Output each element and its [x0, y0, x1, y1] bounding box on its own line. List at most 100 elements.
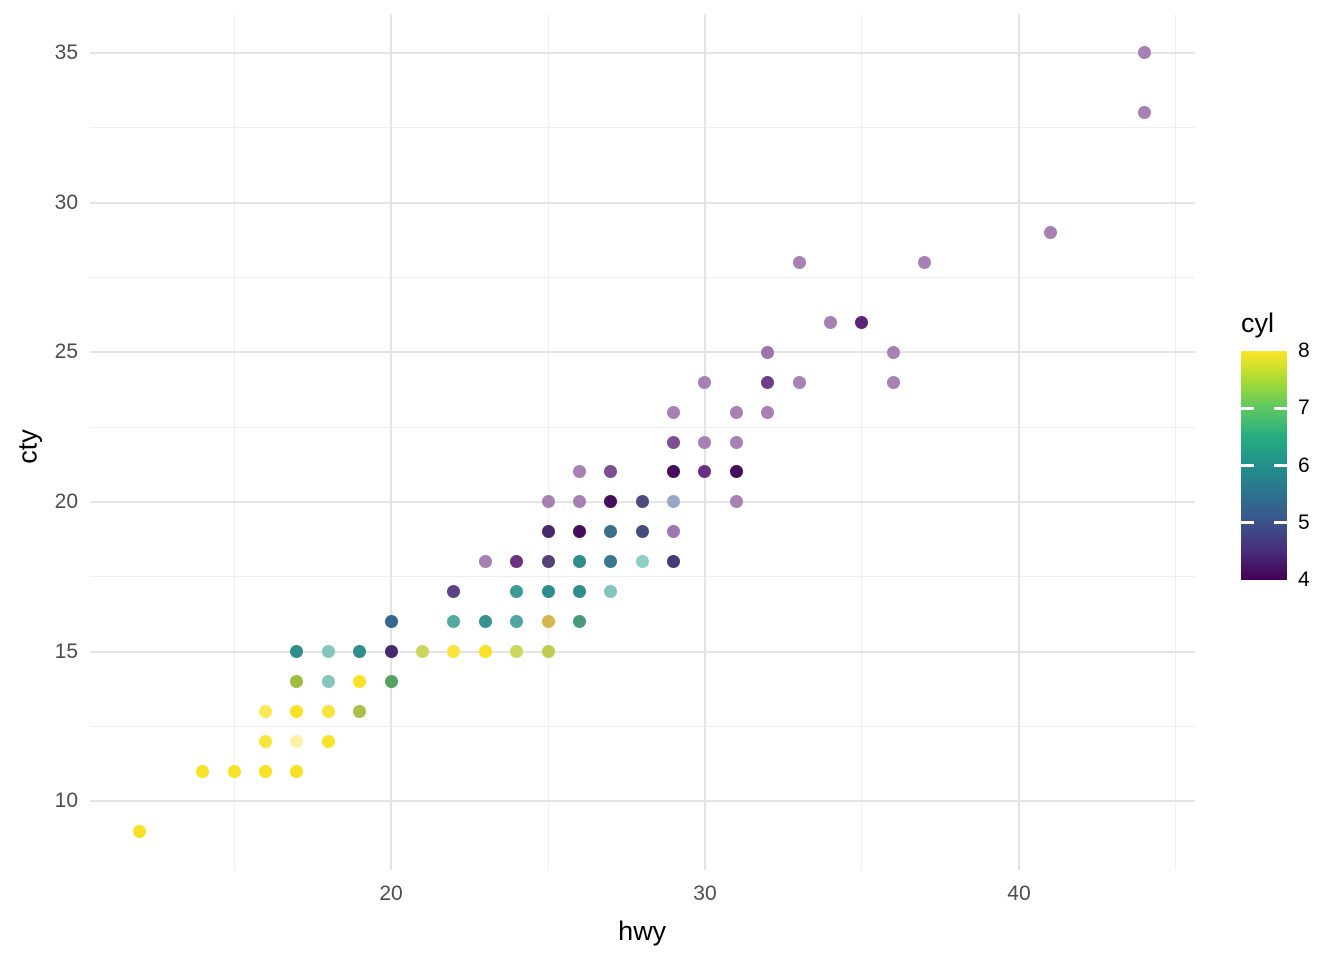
data-point: [258, 734, 272, 748]
data-point: [572, 555, 586, 569]
data-point: [541, 585, 555, 599]
data-point: [667, 555, 681, 569]
data-point: [572, 585, 586, 599]
y-axis-title: cty: [12, 429, 43, 464]
data-point: [886, 345, 900, 359]
data-point: [541, 555, 555, 569]
legend-tick-mark: [1241, 406, 1254, 410]
legend-value-label: 7: [1298, 396, 1310, 420]
y-major-gridline: [89, 650, 1195, 653]
data-point: [541, 495, 555, 509]
x-minor-gridline: [547, 14, 549, 870]
data-point: [384, 674, 398, 688]
data-point: [604, 585, 618, 599]
data-point: [447, 615, 461, 629]
data-point: [447, 585, 461, 599]
x-minor-gridline: [861, 14, 863, 870]
x-axis-title: hwy: [618, 916, 667, 946]
data-point: [510, 585, 524, 599]
data-point: [918, 255, 932, 269]
data-point: [321, 734, 335, 748]
x-axis-tick-label: 30: [693, 882, 717, 905]
data-point: [729, 405, 743, 419]
data-point: [227, 764, 241, 778]
legend-tick-mark: [1274, 464, 1287, 467]
data-point: [698, 375, 712, 389]
data-point: [290, 734, 304, 748]
data-point: [667, 525, 681, 539]
data-point: [510, 645, 524, 658]
legend-colorbar: [1241, 351, 1287, 580]
data-point: [384, 645, 398, 658]
data-point: [478, 615, 492, 629]
y-axis-tick-label: 10: [54, 789, 78, 813]
data-point: [290, 764, 304, 778]
data-point: [604, 525, 618, 539]
legend-tick-mark: [1241, 464, 1254, 467]
x-minor-gridline: [233, 14, 235, 870]
data-point: [447, 645, 461, 658]
data-point: [792, 375, 806, 389]
data-point: [478, 645, 492, 658]
legend-title: cyl: [1241, 308, 1274, 338]
y-axis-tick-label: 35: [54, 40, 78, 64]
x-axis-tick-label: 20: [379, 882, 403, 905]
data-point: [698, 465, 712, 479]
data-point: [572, 495, 586, 509]
data-point: [353, 645, 367, 658]
x-major-gridline: [390, 14, 393, 870]
y-axis-tick-label: 30: [54, 190, 78, 214]
data-point: [855, 315, 869, 329]
data-point: [729, 435, 743, 449]
data-point: [478, 555, 492, 569]
data-point: [635, 525, 649, 539]
data-point: [667, 495, 681, 509]
y-major-gridline: [89, 51, 1195, 54]
data-point: [886, 375, 900, 389]
data-point: [729, 465, 743, 479]
y-minor-gridline: [89, 276, 1195, 278]
y-axis-tick-label: 25: [54, 340, 78, 364]
data-point: [353, 704, 367, 718]
data-point: [541, 645, 555, 658]
data-point: [290, 674, 304, 688]
data-point: [321, 674, 335, 688]
data-point: [510, 555, 524, 569]
data-point: [196, 764, 210, 778]
data-point: [384, 615, 398, 629]
legend-value-label: 6: [1298, 453, 1310, 477]
data-point: [290, 704, 304, 718]
data-point: [258, 704, 272, 718]
data-point: [604, 465, 618, 479]
data-point: [667, 435, 681, 449]
data-point: [635, 555, 649, 569]
data-point: [572, 465, 586, 479]
data-point: [572, 525, 586, 539]
legend-tick-mark: [1241, 521, 1254, 525]
data-point: [572, 615, 586, 629]
y-major-gridline: [89, 351, 1195, 354]
data-point: [761, 405, 775, 419]
data-point: [321, 704, 335, 718]
legend-value-label: 8: [1298, 339, 1310, 362]
y-minor-gridline: [89, 576, 1195, 578]
data-point: [321, 645, 335, 658]
legend-value-label: 5: [1298, 510, 1310, 534]
data-point: [698, 435, 712, 449]
data-point: [604, 555, 618, 569]
y-minor-gridline: [89, 426, 1195, 428]
legend-tick-mark: [1274, 521, 1287, 525]
data-point: [290, 645, 304, 658]
data-point: [1138, 46, 1152, 60]
data-point: [353, 674, 367, 688]
data-point: [824, 315, 838, 329]
data-point: [604, 495, 618, 509]
data-point: [667, 465, 681, 479]
data-point: [1138, 106, 1152, 120]
y-major-gridline: [89, 201, 1195, 204]
data-point: [415, 645, 429, 658]
y-minor-gridline: [89, 127, 1195, 129]
y-major-gridline: [89, 800, 1195, 803]
